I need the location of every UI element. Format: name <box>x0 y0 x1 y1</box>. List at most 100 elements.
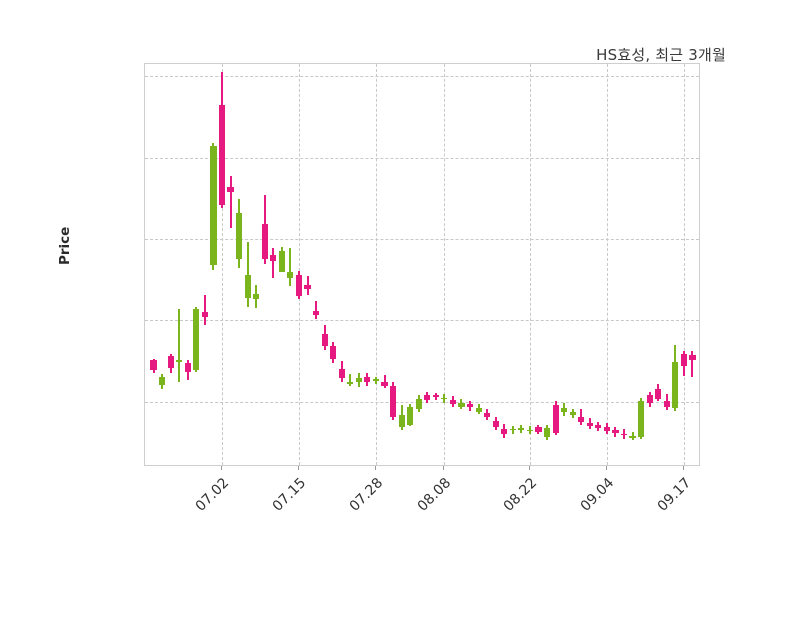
candlestick-series <box>145 64 699 465</box>
candlestick[interactable] <box>218 64 226 465</box>
candle-body <box>398 414 405 428</box>
x-axis-tick-mark <box>528 466 530 470</box>
candle-body <box>364 377 371 382</box>
candle-body <box>347 381 354 384</box>
candlestick[interactable] <box>355 64 362 465</box>
candlestick[interactable] <box>159 64 166 465</box>
candlestick[interactable] <box>244 64 251 465</box>
candlestick[interactable] <box>526 64 533 465</box>
candlestick[interactable] <box>381 64 388 465</box>
candlestick[interactable] <box>184 64 191 465</box>
candle-body <box>338 369 345 379</box>
candlestick[interactable] <box>330 64 337 465</box>
candle-body <box>441 397 448 400</box>
candlestick[interactable] <box>176 64 183 465</box>
candlestick[interactable] <box>646 64 653 465</box>
candlestick[interactable] <box>535 64 542 465</box>
candlestick[interactable] <box>415 64 422 465</box>
candlestick[interactable] <box>595 64 602 465</box>
candlestick[interactable] <box>389 64 397 465</box>
candlestick[interactable] <box>424 64 431 465</box>
x-axis-tick-label: 07.02 <box>192 475 233 515</box>
candlestick[interactable] <box>236 64 243 465</box>
candlestick[interactable] <box>475 64 482 465</box>
chart-title: HS효성, 최근 3개월 <box>596 46 726 64</box>
candlestick[interactable] <box>321 64 328 465</box>
candlestick[interactable] <box>253 64 260 465</box>
candlestick[interactable] <box>372 64 380 465</box>
gridline-horizontal <box>145 401 699 403</box>
gridline-horizontal <box>145 239 699 241</box>
candlestick[interactable] <box>167 64 174 465</box>
candle-wick <box>289 247 292 287</box>
candlestick[interactable] <box>518 64 525 465</box>
candle-body <box>210 146 217 266</box>
candle-body <box>689 355 696 360</box>
candlestick[interactable] <box>655 64 662 465</box>
candle-body <box>218 104 226 205</box>
candlestick[interactable] <box>509 64 516 465</box>
candle-body <box>492 420 499 428</box>
candlestick[interactable] <box>638 64 645 465</box>
candle-body <box>535 427 542 432</box>
candlestick[interactable] <box>150 64 157 465</box>
candle-wick <box>178 309 181 383</box>
candlestick[interactable] <box>586 64 593 465</box>
x-axis-tick-mark <box>374 466 376 470</box>
candlestick[interactable] <box>201 64 208 465</box>
candle-body <box>407 406 414 425</box>
candlestick[interactable] <box>441 64 448 465</box>
candlestick[interactable] <box>689 64 696 465</box>
candlestick[interactable] <box>492 64 499 465</box>
candle-body <box>355 378 362 383</box>
candlestick[interactable] <box>458 64 465 465</box>
candle-body <box>270 254 277 261</box>
candlestick[interactable] <box>578 64 585 465</box>
candlestick[interactable] <box>287 64 294 465</box>
candle-body <box>415 398 422 410</box>
candlestick[interactable] <box>629 64 636 465</box>
candle-body <box>458 402 465 407</box>
candlestick[interactable] <box>227 64 234 465</box>
candle-body <box>330 345 337 359</box>
candle-wick <box>374 377 377 384</box>
candlestick[interactable] <box>338 64 345 465</box>
x-axis-tick-mark <box>682 466 684 470</box>
candlestick[interactable] <box>672 64 679 465</box>
candlestick[interactable] <box>449 64 456 465</box>
candlestick[interactable] <box>278 64 285 465</box>
x-axis-tick-label: 09.17 <box>654 475 695 515</box>
candlestick[interactable] <box>398 64 405 465</box>
candle-body <box>432 395 439 397</box>
candlestick[interactable] <box>552 64 559 465</box>
candlestick[interactable] <box>364 64 371 465</box>
candlestick[interactable] <box>501 64 508 465</box>
candlestick[interactable] <box>680 64 687 465</box>
candlestick[interactable] <box>484 64 491 465</box>
candlestick[interactable] <box>561 64 568 465</box>
candlestick[interactable] <box>543 64 551 465</box>
candlestick[interactable] <box>612 64 619 465</box>
candle-body <box>261 223 268 259</box>
candlestick[interactable] <box>295 64 303 465</box>
gridline-horizontal <box>145 320 699 322</box>
candlestick[interactable] <box>304 64 311 465</box>
candlestick[interactable] <box>663 64 670 465</box>
candlestick[interactable] <box>466 64 474 465</box>
candle-body <box>381 382 388 386</box>
candlestick[interactable] <box>407 64 414 465</box>
gridline-vertical <box>221 64 223 465</box>
candlestick[interactable] <box>193 64 200 465</box>
candlestick[interactable] <box>569 64 576 465</box>
candle-wick <box>383 375 386 389</box>
candlestick[interactable] <box>210 64 217 465</box>
candlestick[interactable] <box>312 64 320 465</box>
candlestick[interactable] <box>347 64 354 465</box>
candle-wick <box>272 247 275 279</box>
candlestick[interactable] <box>603 64 610 465</box>
x-axis-tick-mark <box>220 466 222 470</box>
candlestick[interactable] <box>620 64 628 465</box>
candlestick[interactable] <box>270 64 277 465</box>
candlestick[interactable] <box>432 64 439 465</box>
candlestick[interactable] <box>261 64 268 465</box>
